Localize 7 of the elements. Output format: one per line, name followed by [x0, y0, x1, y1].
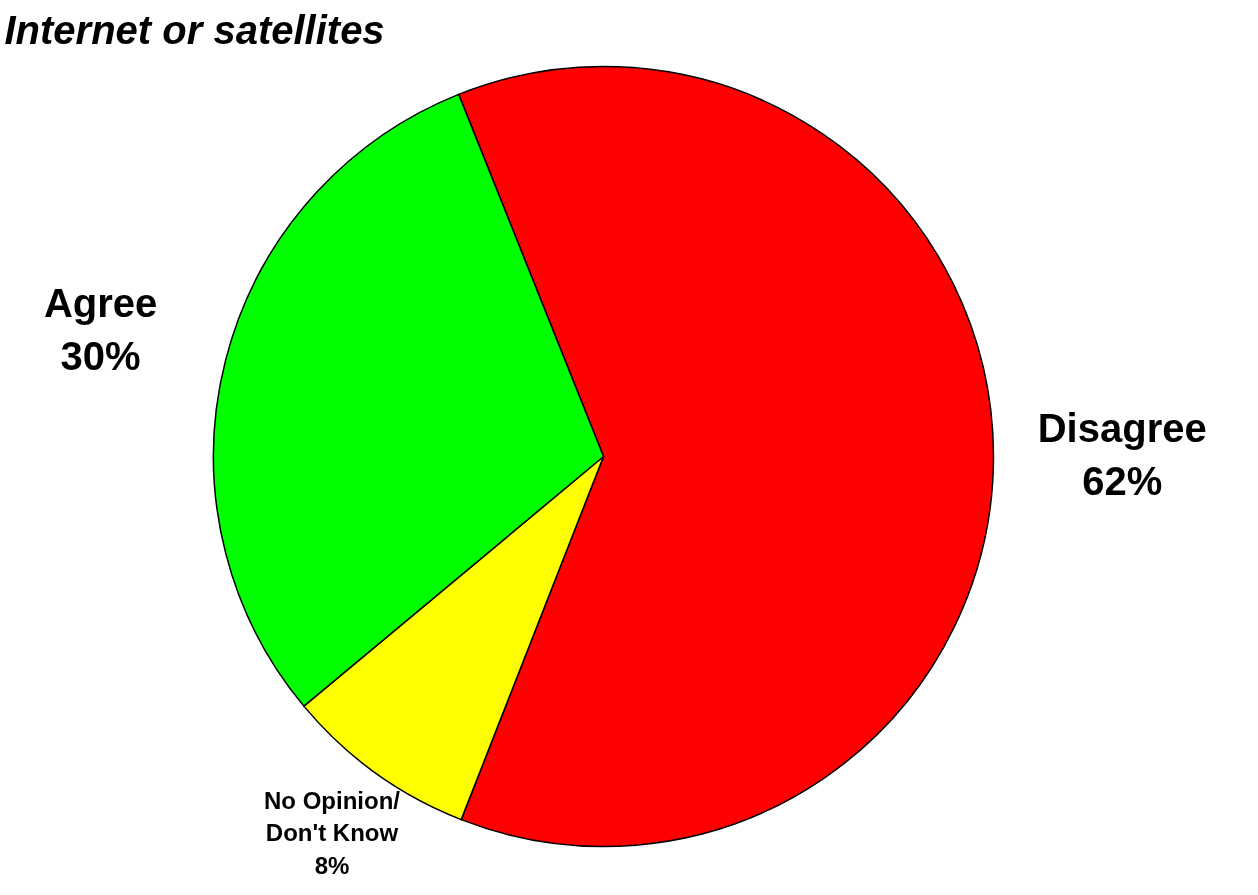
- slice-label: Agree: [43, 280, 158, 325]
- slice-label: Disagree: [1037, 406, 1207, 451]
- data-label: 30%: [60, 333, 141, 378]
- data-label: 62%: [1082, 459, 1163, 504]
- slice-label: No Opinion/ Don't Know: [264, 787, 401, 847]
- data-label: 8%: [314, 851, 350, 879]
- chart-title: Internet or satellites: [4, 7, 385, 52]
